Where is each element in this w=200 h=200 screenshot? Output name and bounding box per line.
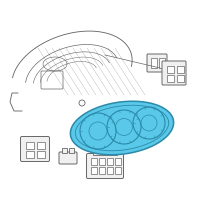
Bar	[99, 158, 105, 165]
FancyBboxPatch shape	[59, 152, 77, 164]
FancyBboxPatch shape	[147, 54, 167, 72]
Bar	[93, 150, 117, 155]
Bar	[115, 167, 121, 174]
Bar	[37, 151, 45, 158]
FancyBboxPatch shape	[86, 154, 124, 178]
Bar	[167, 75, 174, 82]
Bar	[177, 66, 184, 73]
Bar	[69, 148, 74, 153]
Bar	[177, 75, 184, 82]
Bar	[159, 58, 165, 68]
Bar	[167, 66, 174, 73]
Bar	[26, 142, 34, 149]
Bar	[115, 158, 121, 165]
Bar	[151, 58, 157, 68]
FancyBboxPatch shape	[21, 136, 50, 162]
Polygon shape	[70, 101, 174, 155]
Bar	[62, 148, 67, 153]
Bar	[37, 142, 45, 149]
Bar	[91, 167, 97, 174]
Bar	[107, 167, 113, 174]
Bar	[107, 158, 113, 165]
FancyBboxPatch shape	[162, 61, 186, 85]
Bar	[99, 167, 105, 174]
Bar	[91, 158, 97, 165]
Bar	[26, 151, 34, 158]
